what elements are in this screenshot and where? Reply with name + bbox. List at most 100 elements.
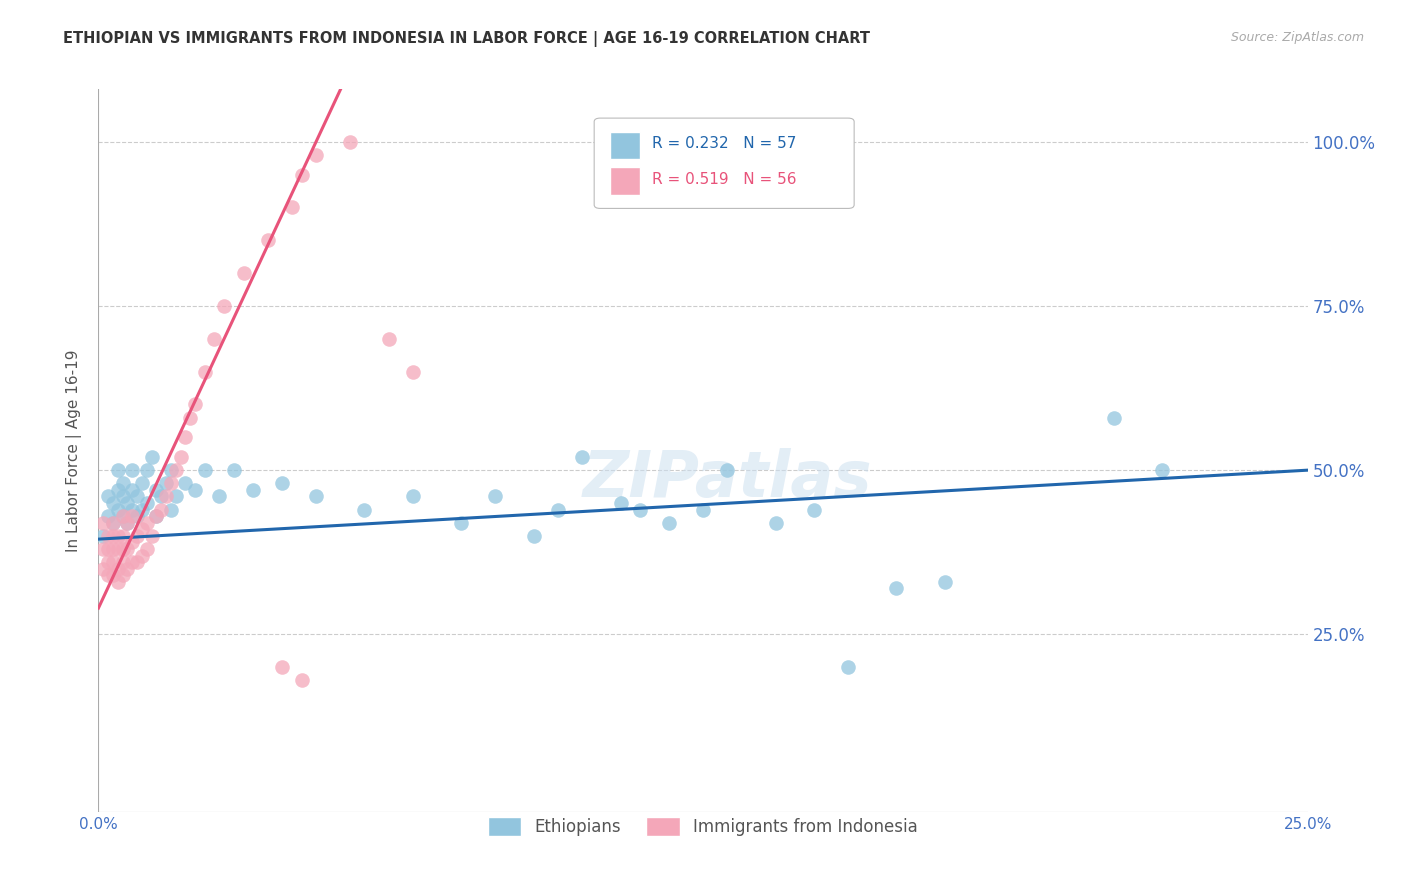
Point [934, 574, 956, 589]
Point [107, 502, 129, 516]
Point [256, 233, 278, 247]
Point [658, 516, 681, 530]
Point [184, 397, 207, 411]
Point [101, 541, 124, 556]
Point [290, 168, 312, 182]
Point [484, 490, 506, 504]
Point [117, 516, 139, 530]
Point [107, 529, 129, 543]
Point [117, 541, 139, 556]
Point [179, 410, 201, 425]
Point [145, 509, 167, 524]
Point [353, 502, 375, 516]
Point [101, 568, 124, 582]
Point [155, 476, 177, 491]
Point [628, 502, 651, 516]
Point [127, 555, 149, 569]
Point [271, 660, 294, 674]
Point [97, 490, 120, 504]
Point [402, 490, 425, 504]
Point [101, 516, 124, 530]
Point [402, 365, 425, 379]
Point [212, 299, 235, 313]
Point [121, 483, 143, 497]
Point [222, 463, 245, 477]
Legend: Ethiopians, Immigrants from Indonesia: Ethiopians, Immigrants from Indonesia [481, 811, 925, 843]
Point [184, 483, 207, 497]
FancyBboxPatch shape [610, 132, 640, 159]
Point [111, 490, 134, 504]
Point [107, 541, 129, 556]
Point [107, 562, 129, 576]
Point [131, 476, 153, 491]
Point [837, 660, 859, 674]
Point [165, 463, 187, 477]
Point [150, 502, 173, 516]
Point [97, 555, 120, 569]
Point [111, 529, 134, 543]
Point [145, 509, 167, 524]
Point [1102, 410, 1125, 425]
Point [111, 568, 134, 582]
Point [194, 365, 217, 379]
Point [135, 496, 157, 510]
Text: R = 0.232   N = 57: R = 0.232 N = 57 [652, 136, 797, 151]
Point [141, 450, 163, 464]
Point [208, 490, 231, 504]
Point [117, 516, 139, 530]
Point [150, 490, 173, 504]
Point [107, 574, 129, 589]
Point [97, 529, 120, 543]
Point [242, 483, 264, 497]
Point [101, 555, 124, 569]
Point [121, 535, 143, 549]
Point [111, 555, 134, 569]
Point [135, 541, 157, 556]
Point [127, 509, 149, 524]
Point [131, 549, 153, 563]
Point [450, 516, 472, 530]
Point [107, 463, 129, 477]
Point [610, 496, 633, 510]
Point [765, 516, 787, 530]
Point [290, 673, 312, 688]
Point [160, 463, 183, 477]
Point [141, 529, 163, 543]
FancyBboxPatch shape [595, 118, 855, 209]
Point [339, 135, 361, 149]
Point [165, 490, 187, 504]
Point [91, 562, 114, 576]
Point [523, 529, 546, 543]
Point [91, 541, 114, 556]
Point [886, 582, 908, 596]
Point [121, 509, 143, 524]
Point [174, 476, 197, 491]
Point [97, 509, 120, 524]
Point [111, 476, 134, 491]
Point [121, 463, 143, 477]
Point [135, 516, 157, 530]
Point [101, 496, 124, 510]
Point [155, 490, 177, 504]
Point [281, 201, 304, 215]
Y-axis label: In Labor Force | Age 16-19: In Labor Force | Age 16-19 [66, 349, 83, 552]
Point [194, 463, 217, 477]
Point [803, 502, 825, 516]
Text: ZIPatlas: ZIPatlas [582, 449, 872, 510]
Point [91, 516, 114, 530]
Point [111, 509, 134, 524]
Point [271, 476, 294, 491]
Point [121, 555, 143, 569]
Point [117, 496, 139, 510]
Point [160, 476, 183, 491]
Text: ETHIOPIAN VS IMMIGRANTS FROM INDONESIA IN LABOR FORCE | AGE 16-19 CORRELATION CH: ETHIOPIAN VS IMMIGRANTS FROM INDONESIA I… [63, 31, 870, 47]
Point [97, 541, 120, 556]
Point [145, 483, 167, 497]
Point [305, 148, 328, 162]
Point [692, 502, 714, 516]
Point [131, 522, 153, 536]
Point [169, 450, 191, 464]
Point [135, 463, 157, 477]
Point [174, 430, 197, 444]
Point [305, 490, 328, 504]
